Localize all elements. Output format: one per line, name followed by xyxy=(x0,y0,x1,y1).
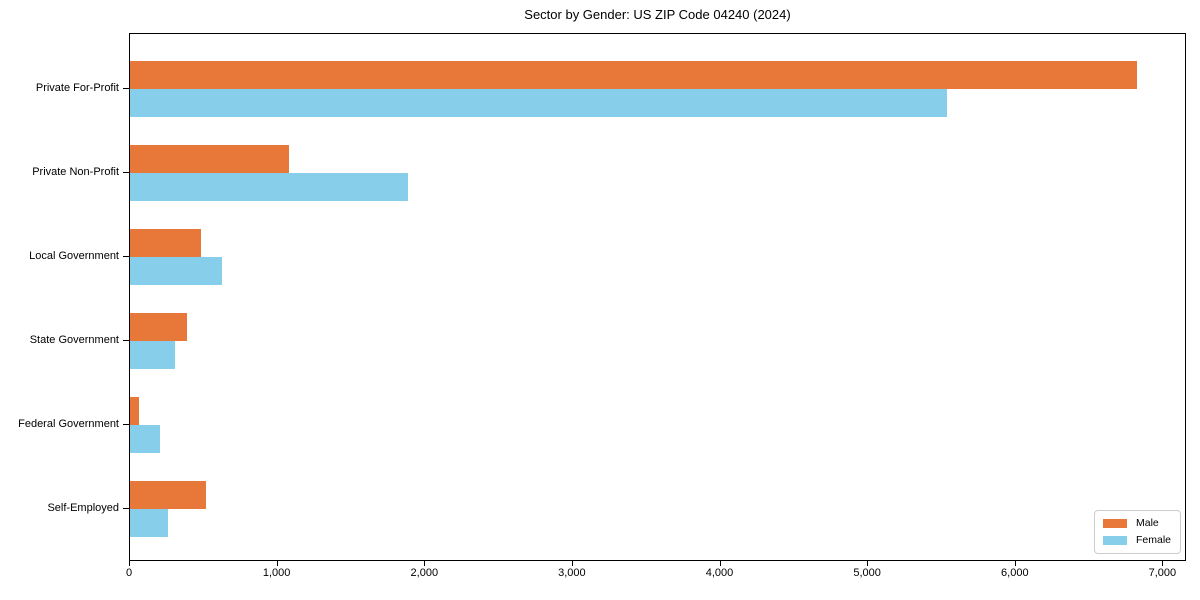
bar-male-3 xyxy=(130,313,188,341)
y-tick-mark-3 xyxy=(123,340,129,341)
bar-female-4 xyxy=(130,425,160,453)
x-tick-label-0: 0 xyxy=(125,567,133,579)
bar-female-5 xyxy=(130,509,169,537)
y-axis-label-4: Federal Government xyxy=(18,418,119,430)
x-tick-mark-2 xyxy=(424,561,426,566)
x-tick-mark-5 xyxy=(867,561,869,566)
x-tick-label-7: 7,000 xyxy=(1148,567,1177,579)
legend-item-female: Female xyxy=(1102,534,1171,546)
x-tick-label-3: 3,000 xyxy=(558,567,586,579)
plot-area: Male Female xyxy=(129,33,1186,561)
y-tick-mark-1 xyxy=(123,172,129,173)
bar-male-1 xyxy=(130,145,290,173)
x-tick-mark-6 xyxy=(1014,561,1016,566)
y-axis-label-3: State Government xyxy=(29,334,119,346)
legend-swatch-male xyxy=(1102,519,1127,528)
x-tick-mark-1 xyxy=(276,561,278,566)
x-tick-label-2: 2,000 xyxy=(410,567,439,579)
bar-female-0 xyxy=(130,89,947,117)
y-axis-label-5: Self-Employed xyxy=(47,502,119,514)
x-tick-mark-3 xyxy=(571,561,573,566)
x-tick-label-5: 5,000 xyxy=(853,567,881,579)
y-tick-mark-2 xyxy=(123,256,129,257)
bar-male-4 xyxy=(130,397,140,425)
legend: Male Female xyxy=(1093,510,1181,554)
y-tick-mark-4 xyxy=(123,424,129,425)
y-tick-mark-5 xyxy=(123,508,129,509)
x-tick-mark-0 xyxy=(129,561,130,566)
bar-male-0 xyxy=(130,61,1137,89)
x-tick-label-4: 4,000 xyxy=(705,567,734,579)
legend-item-male: Male xyxy=(1102,517,1171,529)
bar-male-5 xyxy=(130,481,206,509)
legend-swatch-female xyxy=(1102,536,1127,545)
x-tick-label-1: 1,000 xyxy=(262,567,291,579)
bar-female-3 xyxy=(130,341,175,369)
bar-female-2 xyxy=(130,257,223,285)
x-tick-mark-4 xyxy=(719,561,721,566)
chart-title: Sector by Gender: US ZIP Code 04240 (202… xyxy=(524,7,791,22)
legend-label-female: Female xyxy=(1135,534,1171,546)
legend-label-male: Male xyxy=(1135,517,1159,529)
bar-female-1 xyxy=(130,173,408,201)
y-axis-label-1: Private Non-Profit xyxy=(32,166,119,178)
bar-male-2 xyxy=(130,229,201,257)
x-tick-mark-7 xyxy=(1162,561,1164,566)
y-tick-mark-0 xyxy=(123,88,129,89)
y-axis-label-2: Local Government xyxy=(29,250,119,262)
y-axis-label-0: Private For-Profit xyxy=(35,82,119,94)
x-tick-label-6: 6,000 xyxy=(1001,567,1029,579)
